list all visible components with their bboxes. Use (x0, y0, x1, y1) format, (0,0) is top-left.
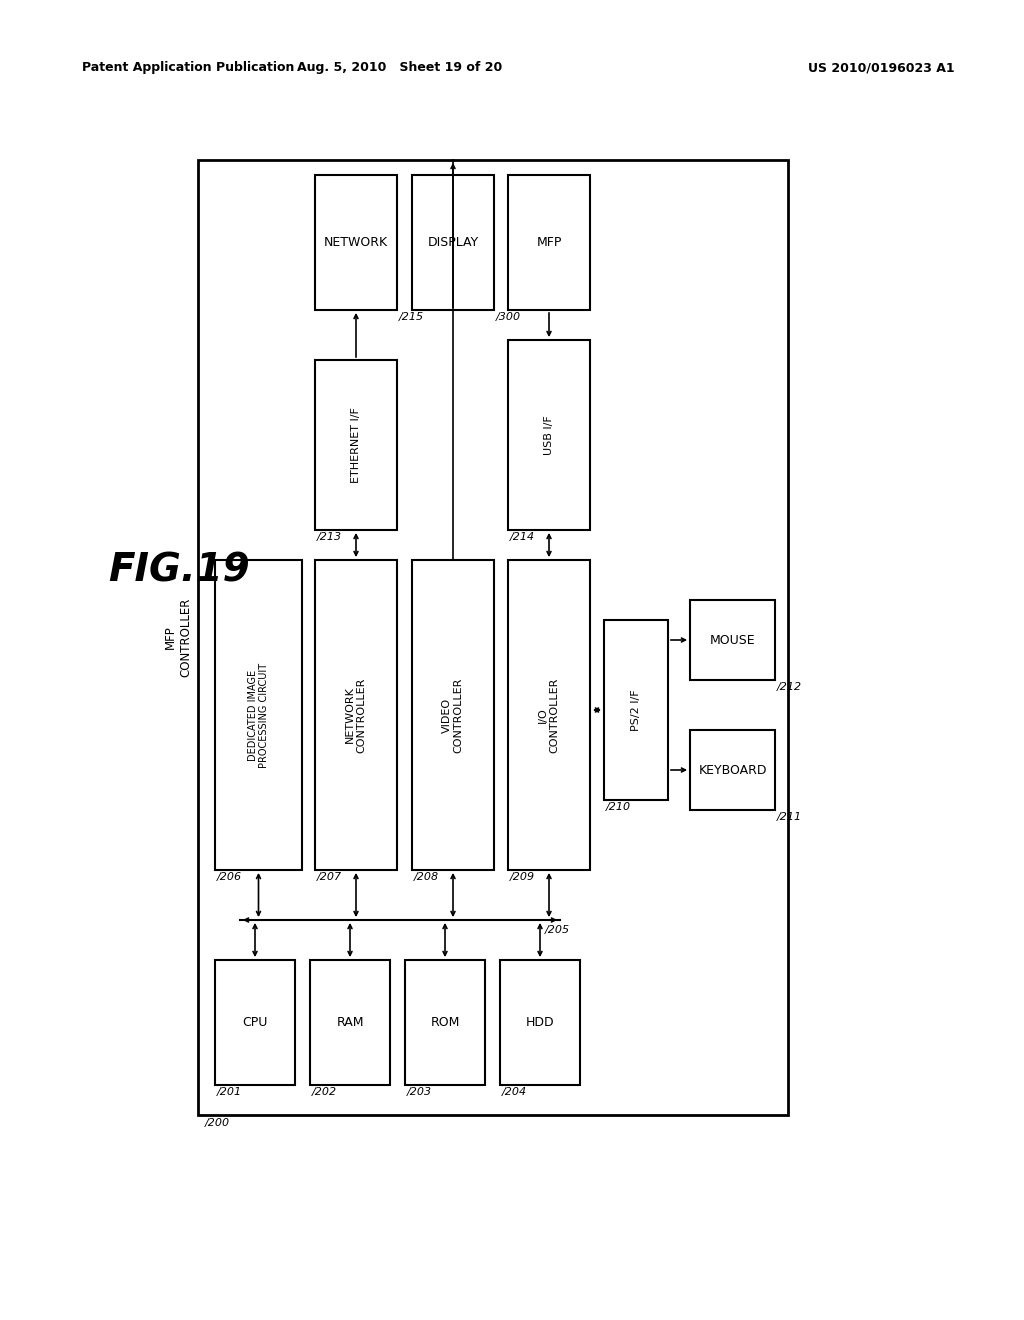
Text: NETWORK
CONTROLLER: NETWORK CONTROLLER (345, 677, 367, 752)
Text: /214: /214 (510, 532, 536, 543)
Text: US 2010/0196023 A1: US 2010/0196023 A1 (808, 62, 955, 74)
Bar (406, 960, 485, 1085)
Bar (508, 341, 590, 531)
Text: ROM: ROM (430, 1016, 460, 1030)
Text: CPU: CPU (243, 1016, 267, 1030)
Text: /201: /201 (217, 1086, 242, 1097)
Text: /211: /211 (777, 812, 802, 822)
Text: KEYBOARD: KEYBOARD (698, 763, 767, 776)
Text: /203: /203 (407, 1086, 432, 1097)
Text: /205: /205 (545, 925, 570, 935)
Bar (690, 601, 775, 680)
Bar (310, 960, 390, 1085)
Text: HDD: HDD (525, 1016, 554, 1030)
Text: I/O
CONTROLLER: I/O CONTROLLER (539, 677, 560, 752)
Text: DEDICATED IMAGE
PROCESSING CIRCUIT: DEDICATED IMAGE PROCESSING CIRCUIT (248, 663, 269, 767)
Bar (215, 960, 295, 1085)
Text: VIDEO
CONTROLLER: VIDEO CONTROLLER (442, 677, 464, 752)
Bar (412, 560, 494, 870)
Text: /215: /215 (399, 312, 424, 322)
Text: Aug. 5, 2010   Sheet 19 of 20: Aug. 5, 2010 Sheet 19 of 20 (297, 62, 503, 74)
Bar (412, 176, 494, 310)
Text: FIG.19: FIG.19 (108, 550, 250, 589)
Bar (315, 360, 397, 531)
Text: MFP
CONTROLLER: MFP CONTROLLER (164, 598, 193, 677)
Text: Patent Application Publication: Patent Application Publication (82, 62, 294, 74)
Bar (508, 176, 590, 310)
Text: /200: /200 (205, 1118, 230, 1129)
Text: DISPLAY: DISPLAY (427, 236, 478, 249)
Bar (500, 960, 580, 1085)
Text: ETHERNET I/F: ETHERNET I/F (351, 407, 361, 483)
Bar (215, 560, 302, 870)
Bar (508, 560, 590, 870)
Text: MFP: MFP (537, 236, 562, 249)
Bar (604, 620, 668, 800)
Bar (690, 730, 775, 810)
Text: /209: /209 (510, 873, 536, 882)
Text: /300: /300 (496, 312, 521, 322)
Text: /213: /213 (317, 532, 342, 543)
Text: /210: /210 (606, 803, 631, 812)
Text: MOUSE: MOUSE (710, 634, 756, 647)
Text: /212: /212 (777, 682, 802, 692)
Text: PS/2 I/F: PS/2 I/F (631, 689, 641, 731)
Bar (198, 160, 788, 1115)
Text: RAM: RAM (336, 1016, 364, 1030)
Text: /207: /207 (317, 873, 342, 882)
Bar (315, 176, 397, 310)
Text: /206: /206 (217, 873, 242, 882)
Text: USB I/F: USB I/F (544, 414, 554, 455)
Text: /202: /202 (312, 1086, 337, 1097)
Text: NETWORK: NETWORK (324, 236, 388, 249)
Bar (315, 560, 397, 870)
Text: /208: /208 (414, 873, 439, 882)
Text: /204: /204 (502, 1086, 527, 1097)
